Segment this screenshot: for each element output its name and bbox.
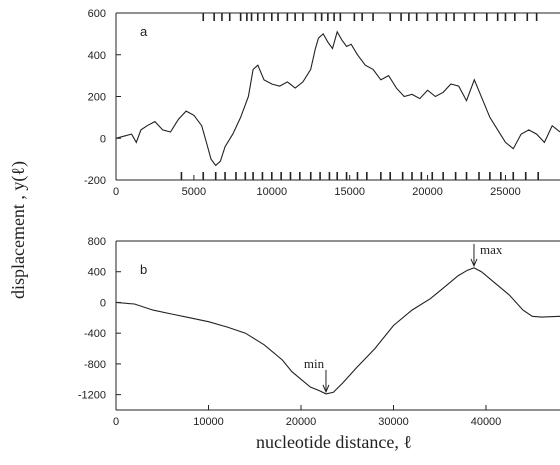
annotation-arrow-head — [322, 384, 330, 394]
y-tick-label: 400 — [88, 267, 106, 279]
y-tick-label: -800 — [84, 359, 106, 371]
panel-b: -1200 -800 -400 0 400 800 0 10000 20000 30000 4000… — [78, 236, 560, 428]
annotation-arrow-head — [470, 258, 478, 268]
annotation-max: max — [480, 242, 503, 257]
x-tick-label: 10000 — [193, 416, 224, 428]
y-axis-title: displacement , y(ℓ) — [8, 161, 29, 299]
x-tick-label: 0 — [113, 416, 119, 428]
x-tick-label: 15000 — [334, 186, 365, 198]
x-tick-label: 5000 — [182, 186, 206, 198]
panel-letter: a — [140, 24, 148, 39]
series-line — [115, 267, 560, 395]
y-tick-label: 0 — [100, 297, 106, 309]
annotation-min: min — [304, 356, 325, 371]
y-tick-label: -400 — [84, 328, 106, 340]
y-tick-label: 200 — [88, 92, 106, 104]
y-tick-label: -200 — [84, 175, 106, 187]
x-tick-label: 25000 — [490, 186, 521, 198]
x-axis-title: nucleotide distance, ℓ — [256, 432, 412, 452]
series-line — [115, 30, 560, 167]
x-tick-label: 0 — [113, 186, 119, 198]
x-tick-label: 10000 — [256, 186, 287, 198]
x-tick-label: 20000 — [412, 186, 443, 198]
x-tick-label: 40000 — [471, 416, 502, 428]
x-tick-label: 30000 — [378, 416, 409, 428]
panel-a: -200 0 200 400 600 0 5000 10000 15000 20000 25000 a — [84, 8, 560, 198]
y-tick-label: 0 — [100, 133, 106, 145]
panel-letter: b — [140, 262, 147, 277]
y-tick-label: 800 — [88, 236, 106, 248]
y-tick-label: -1200 — [78, 390, 106, 402]
y-tick-label: 400 — [88, 50, 106, 62]
x-tick-label: 20000 — [286, 416, 317, 428]
y-tick-label: 600 — [88, 8, 106, 20]
